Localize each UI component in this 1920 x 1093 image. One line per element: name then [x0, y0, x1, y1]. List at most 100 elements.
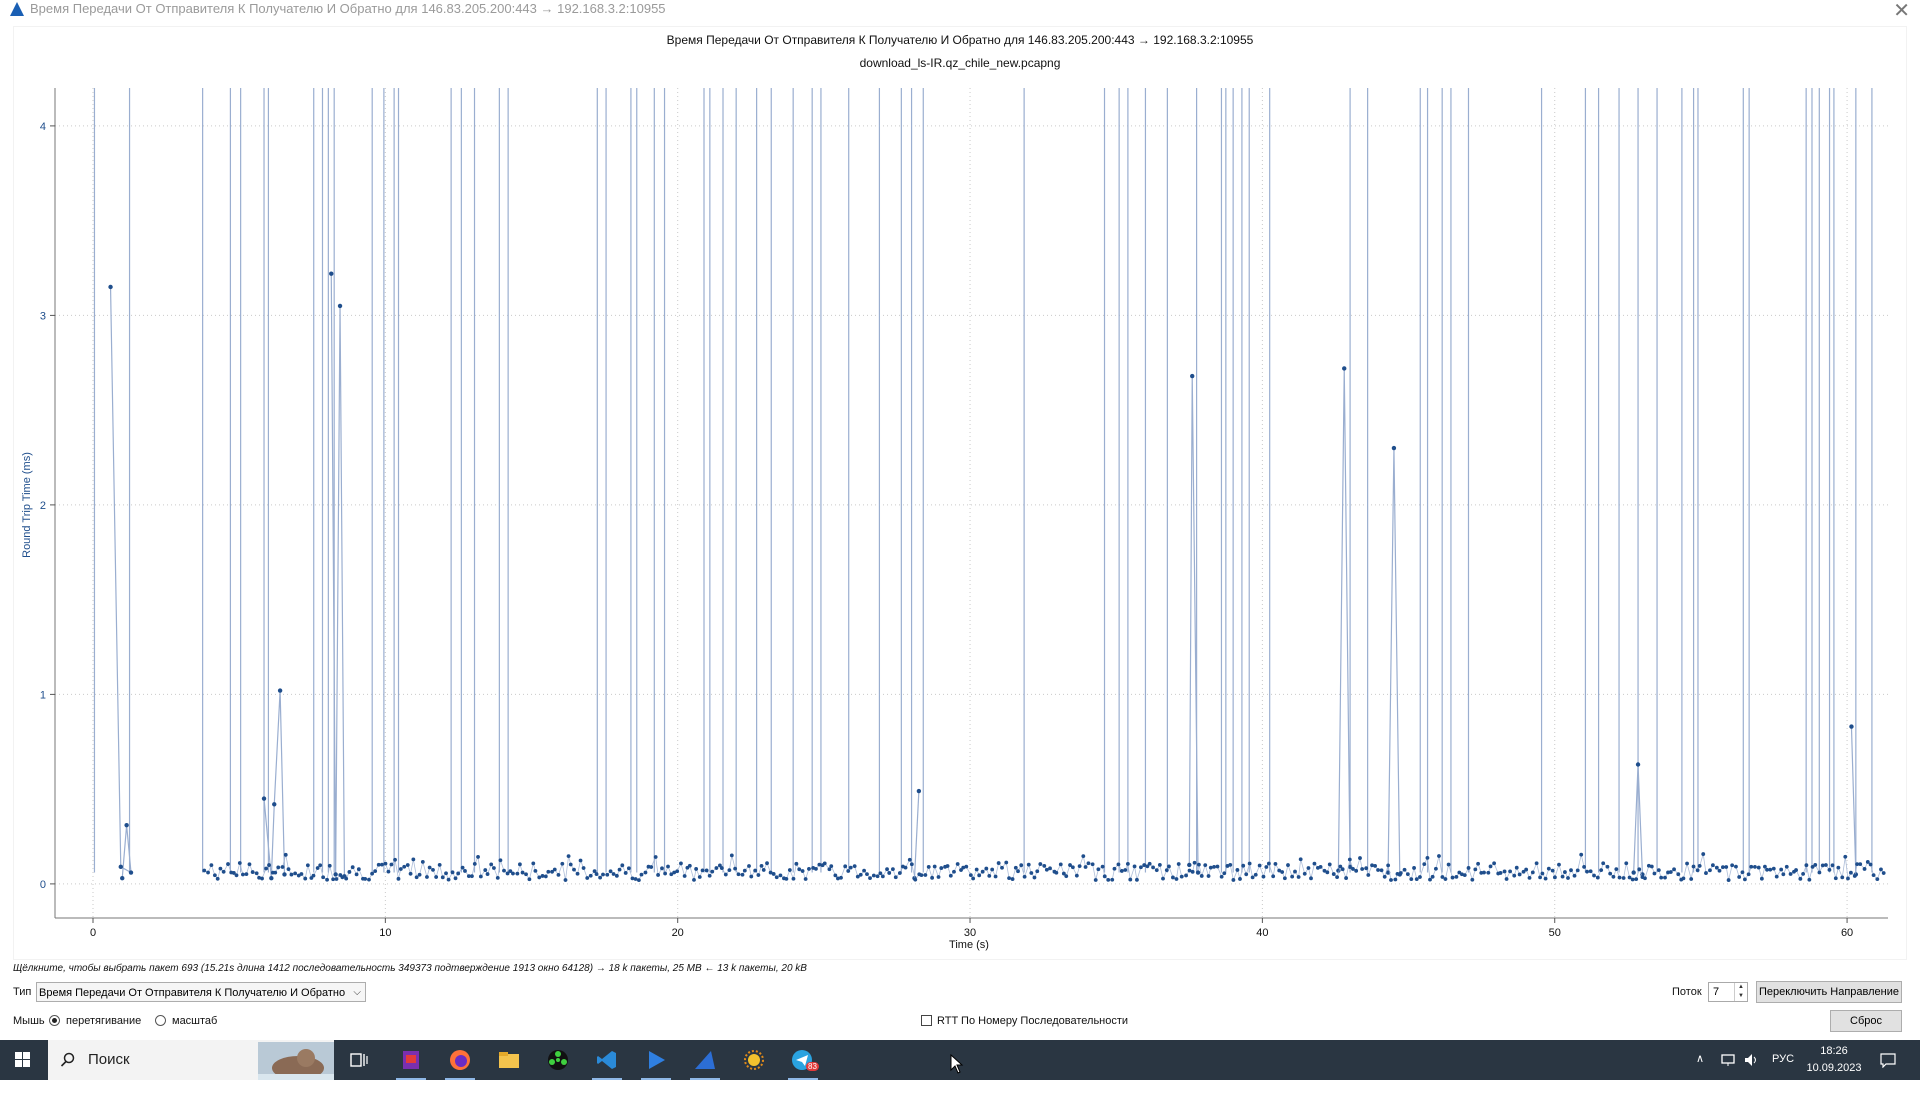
start-button[interactable] — [0, 1040, 46, 1080]
rtt-point — [261, 796, 267, 801]
rtt-point — [1846, 876, 1850, 881]
rtt-point — [1524, 867, 1529, 872]
rtt-point — [936, 875, 941, 879]
taskbar-app-vscode[interactable] — [584, 1040, 630, 1080]
taskbar-app-green[interactable] — [535, 1040, 581, 1080]
rtt-point — [761, 868, 766, 872]
rtt-point — [1437, 854, 1441, 858]
rtt-point — [656, 873, 660, 877]
rtt-point — [1508, 869, 1512, 874]
close-window-button[interactable]: ✕ — [1893, 0, 1910, 22]
rtt-point — [293, 871, 298, 876]
rtt-point — [1473, 867, 1478, 872]
language-indicator[interactable]: РУС — [1772, 1053, 1795, 1065]
rtt-point — [280, 865, 285, 869]
y-tick-label: 4 — [40, 121, 46, 133]
rtt-point — [1373, 864, 1377, 868]
rtt-point — [1759, 876, 1764, 881]
rtt-point — [453, 876, 458, 881]
plot-panel[interactable] — [14, 27, 1906, 959]
switch-direction-button[interactable]: Переключить Направление — [1756, 981, 1902, 1003]
rtt-by-seq-label: RTT По Номеру Последовательности — [937, 1015, 1129, 1027]
rtt-point — [1563, 870, 1567, 874]
rtt-point — [926, 865, 931, 869]
rtt-point — [897, 871, 902, 875]
rtt-point — [1309, 876, 1313, 881]
rtt-point — [1086, 861, 1091, 866]
rtt-point — [1035, 869, 1040, 874]
rtt-point — [552, 867, 557, 872]
x-tick-label: 30 — [964, 927, 976, 939]
taskbar-app-firefox[interactable] — [437, 1040, 483, 1080]
rtt-point — [1402, 867, 1407, 872]
rtt-point — [1569, 868, 1573, 873]
rtt-point — [1335, 875, 1339, 880]
network-icon[interactable] — [1720, 1053, 1736, 1067]
reset-button[interactable]: Сброс — [1830, 1010, 1902, 1032]
rtt-point — [1813, 863, 1818, 867]
rtt-point — [1538, 875, 1542, 880]
mouse-zoom-radio[interactable] — [155, 1015, 166, 1026]
notifications-icon[interactable] — [1880, 1052, 1896, 1068]
sun-app-icon — [744, 1050, 764, 1070]
rtt-point — [1652, 871, 1657, 876]
taskbar-app-telegram[interactable]: 83 — [780, 1040, 826, 1080]
rtt-point — [1798, 876, 1803, 881]
rtt-point — [797, 867, 802, 872]
rtt-point — [1128, 877, 1133, 882]
stream-spinbox[interactable]: 7 ▲ ▼ — [1708, 982, 1748, 1002]
taskbar-app-player[interactable] — [633, 1040, 679, 1080]
rtt-point — [1546, 866, 1551, 871]
rtt-point — [437, 862, 442, 867]
spin-arrows-icon[interactable]: ▲ ▼ — [1734, 983, 1747, 1001]
rtt-point — [608, 869, 613, 874]
graph-type-select[interactable]: Время Передачи От Отправителя К Получате… — [36, 982, 366, 1002]
rtt-point — [1058, 862, 1063, 867]
rtt-point — [1824, 863, 1828, 867]
rtt-point — [1247, 861, 1252, 866]
volume-icon[interactable] — [1744, 1053, 1760, 1067]
rtt-point — [247, 862, 252, 867]
rtt-point — [1395, 871, 1400, 876]
rtt-point — [483, 868, 488, 872]
rtt-point — [1726, 878, 1731, 882]
rtt-point — [836, 876, 840, 881]
taskbar-clock[interactable]: 18:26 10.09.2023 — [1804, 1043, 1864, 1077]
taskbar-app-sun[interactable] — [731, 1040, 777, 1080]
rtt-point — [1868, 862, 1873, 867]
rtt-point — [1222, 871, 1227, 876]
rtt-point — [1199, 874, 1204, 878]
rtt-by-seq-checkbox[interactable] — [921, 1015, 932, 1026]
rtt-point — [1450, 875, 1455, 880]
rtt-point — [601, 872, 605, 877]
rtt-point — [1253, 872, 1258, 877]
taskbar-app-wireshark[interactable] — [682, 1040, 728, 1080]
rtt-point — [1530, 870, 1535, 875]
rtt-point — [1646, 863, 1651, 868]
chevron-up-icon[interactable]: ∧ — [1696, 1053, 1705, 1065]
rtt-point — [594, 872, 599, 876]
rtt-point — [1807, 877, 1812, 882]
rtt-point — [1016, 869, 1020, 874]
mouse-drag-radio[interactable] — [49, 1015, 60, 1026]
rtt-point — [740, 872, 745, 877]
rtt-chart[interactable]: 0 10 20 30 40 50 60 0 1 2 3 4 Time (s) Round Trip T… — [0, 0, 1920, 960]
rtt-point — [675, 869, 680, 874]
rtt-point — [778, 873, 783, 878]
rtt-point — [1366, 873, 1371, 877]
taskbar-app-archive[interactable] — [388, 1040, 434, 1080]
taskbar-app-explorer[interactable] — [486, 1040, 532, 1080]
rtt-point — [1666, 870, 1670, 875]
rtt-point — [1601, 861, 1606, 866]
rtt-point — [303, 876, 308, 881]
rtt-point — [560, 861, 565, 866]
rtt-point — [614, 873, 619, 878]
rtt-point — [771, 872, 776, 876]
taskbar-search[interactable]: Поиск — [48, 1040, 334, 1080]
task-view-button[interactable] — [336, 1040, 382, 1080]
x-tick-label: 0 — [90, 927, 96, 939]
rtt-point — [990, 867, 995, 872]
rtt-point — [1167, 864, 1171, 869]
rtt-point — [718, 863, 722, 868]
rtt-point — [1298, 857, 1303, 862]
